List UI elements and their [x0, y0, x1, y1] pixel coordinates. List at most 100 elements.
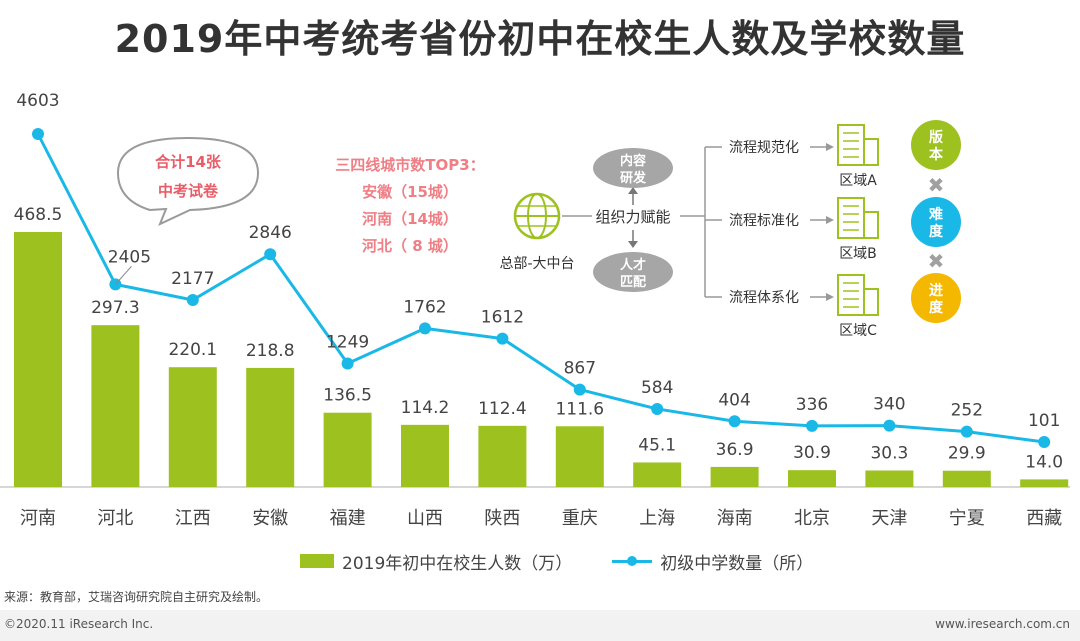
bar-label-13: 14.0: [1025, 452, 1063, 472]
bar-label-0: 468.5: [14, 205, 63, 225]
x-tick-label-12: 宁夏: [949, 508, 985, 529]
node-top-line1: 内容: [620, 153, 646, 169]
bar-2: [168, 367, 217, 487]
x-tick-label-0: 河南: [20, 508, 56, 529]
bubble-line-1: 合计14张: [155, 153, 221, 171]
bar-0: [14, 232, 62, 487]
bar-label-10: 30.9: [793, 443, 831, 463]
bar-label-1: 297.3: [91, 298, 140, 318]
node-bottom: [593, 252, 673, 292]
badge-text-2-2: 度: [929, 299, 944, 316]
bar-label-11: 30.3: [870, 444, 908, 464]
bar-9: [710, 466, 759, 487]
bar-12: [942, 470, 991, 487]
branch-label-2: 流程体系化: [729, 290, 799, 306]
branch-arrowhead-1: [826, 216, 834, 224]
line-point-6: [496, 332, 509, 345]
branch-label-0: 流程规范化: [729, 139, 799, 156]
badge-text-0-2: 本: [929, 146, 944, 163]
legend-bar-label: 2019年初中在校生人数（万）: [342, 553, 573, 574]
line-point-8: [651, 402, 664, 415]
website-link[interactable]: www.iresearch.com.cn: [935, 617, 1070, 631]
line-label-12: 252: [951, 401, 983, 421]
speech-bubble: [116, 136, 260, 226]
branch-arrowhead-0: [826, 143, 834, 151]
line-point-12: [960, 425, 973, 438]
copyright: ©2020.11 iResearch Inc.: [4, 617, 154, 631]
bar-label-8: 45.1: [638, 435, 676, 455]
x-tick-label-2: 江西: [175, 508, 211, 529]
tier-item-2: 河南（14城）: [362, 210, 458, 228]
badge-circle-0: [911, 120, 961, 170]
times-icon-2: ✖: [928, 249, 945, 273]
bar-13: [1020, 479, 1069, 487]
bar-4: [323, 412, 372, 487]
building-icon-2: [837, 274, 865, 316]
x-tick-label-8: 上海: [639, 508, 675, 529]
line-point-5: [419, 322, 431, 335]
badge-text-1-2: 度: [929, 223, 944, 240]
bar-1: [91, 325, 140, 487]
x-tick-label-5: 山西: [407, 508, 443, 529]
bar-3: [246, 367, 295, 487]
building-annex-2: [863, 288, 879, 316]
legend-line-swatch: [612, 554, 653, 568]
center-label: 组织力赋能: [595, 208, 670, 226]
chart-canvas: 468.5 河南 297.3 河北 220.1 江西 218.8 安徽 136.5 福建 114.2…: [0, 91, 1070, 529]
tier-item-1: 安徽（15城）: [362, 183, 458, 201]
x-tick-label-11: 天津: [871, 508, 907, 529]
legend-item-bar[interactable]: 2019年初中在校生人数（万）: [300, 549, 572, 574]
bar-6: [478, 425, 527, 487]
line-label-7: 867: [564, 359, 596, 379]
line-label-1: 2405: [108, 247, 151, 267]
branch-label-1: 流程标准化: [729, 213, 799, 229]
node-bottom-line1: 人才: [620, 257, 646, 273]
legend-line-label: 初级中学数量（所）: [660, 553, 814, 574]
region-label-0: 区域A: [839, 173, 877, 189]
line-label-11: 340: [873, 395, 905, 415]
x-tick-label-1: 河北: [97, 508, 133, 529]
x-tick-label-3: 安徽: [252, 508, 288, 529]
line-point-10: [806, 419, 818, 432]
line-label-3: 2846: [249, 223, 292, 243]
region-label-1: 区域B: [839, 246, 877, 262]
line-label-13: 101: [1028, 411, 1060, 431]
bar-11: [865, 470, 914, 487]
line-point-0: [32, 128, 44, 140]
bubble-line-2: 中考试卷: [157, 182, 218, 200]
line-series: [36, 133, 1045, 444]
chart-title: 2019年中考统考省份初中在校生人数及学校数量: [114, 17, 966, 61]
line-point-11: [883, 419, 896, 432]
bar-label-2: 220.1: [168, 340, 217, 360]
badge-circle-1: [911, 197, 961, 247]
line-label-10: 336: [796, 395, 828, 415]
badge-text-0-1: 版: [929, 129, 943, 146]
region-label-2: 区域C: [839, 323, 877, 339]
line-label-6: 1612: [481, 308, 524, 328]
tier-item-3: 河北（ 8 城）: [362, 237, 458, 255]
bar-7: [555, 426, 604, 487]
line-label-4: 1249: [326, 332, 369, 352]
line-label-2: 2177: [171, 269, 214, 289]
x-tick-label-13: 西藏: [1026, 508, 1062, 529]
badge-circle-2: [911, 273, 961, 323]
line-label-8: 584: [641, 378, 673, 398]
line-point-13: [1038, 436, 1051, 448]
building-icon-0: [837, 124, 865, 166]
line-label-0: 4603: [16, 91, 59, 111]
line-point-4: [341, 357, 354, 370]
arrow-down-head: [628, 241, 638, 248]
x-tick-label-7: 重庆: [562, 508, 598, 529]
footer-bar: ©2020.11 iResearch Inc. www.iresearch.co…: [0, 610, 1080, 641]
building-annex-1: [863, 211, 879, 239]
bar-5: [401, 424, 449, 487]
x-tick-label-4: 福建: [330, 508, 366, 529]
bar-label-4: 136.5: [323, 386, 372, 406]
bar-8: [633, 462, 682, 487]
line-point-2: [186, 293, 199, 306]
branch-arrowhead-2: [826, 293, 834, 301]
node-bottom-line2: 匹配: [620, 275, 646, 290]
x-tick-label-9: 海南: [717, 508, 753, 529]
badge-text-1-1: 难: [928, 206, 943, 223]
legend-item-line[interactable]: 初级中学数量（所）: [612, 549, 813, 574]
